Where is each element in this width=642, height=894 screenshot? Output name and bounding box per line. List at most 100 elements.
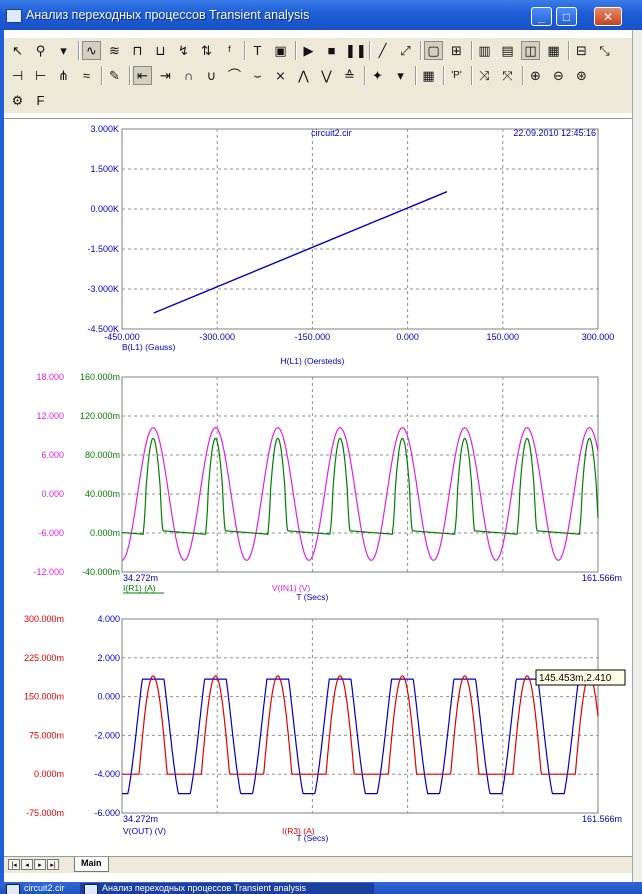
tab-main[interactable]: Main xyxy=(74,857,109,872)
settings-gear-icon[interactable]: ⚙ xyxy=(11,93,24,108)
window-frame-left xyxy=(0,30,4,882)
input-plot-y-outer-tick-label: 12.000 xyxy=(36,411,64,421)
bh-x-axis-label: H(L1) (Oersteds) xyxy=(281,356,345,366)
app-icon xyxy=(6,9,22,23)
tag-dropdown-icon[interactable]: ▾ xyxy=(397,68,404,83)
table-icon[interactable]: ▦ xyxy=(422,68,435,83)
scale-y-icon[interactable]: ⤧ xyxy=(502,68,513,83)
taskbar-item-circuit[interactable]: circuit2.cir xyxy=(2,883,94,894)
input-plot-y-inner-tick-label: 160.000m xyxy=(80,372,120,382)
dropdown-icon[interactable]: ▾ xyxy=(60,43,67,58)
input-plot-y-outer-tick-label: 0.000 xyxy=(41,489,64,499)
hgrid-icon[interactable]: ▤ xyxy=(501,43,514,58)
taskbar-item-label: Анализ переходных процессов Transient an… xyxy=(102,883,307,893)
input-plot-x-start-label: 34.272m xyxy=(123,573,158,583)
global-low-icon[interactable]: ⋁ xyxy=(321,68,332,83)
text-icon[interactable]: T xyxy=(253,43,262,58)
scale-x-icon[interactable]: ⤨ xyxy=(479,68,490,83)
tag-point-icon[interactable]: 'P' xyxy=(451,70,462,81)
properties-icon[interactable]: ▣ xyxy=(274,43,287,58)
close-button[interactable]: ✕ xyxy=(594,7,622,26)
output-plot-y-inner-tick-label: 2.000 xyxy=(97,653,120,663)
global-high-icon[interactable]: ⋀ xyxy=(298,68,309,83)
cursor-off-icon[interactable]: ≈ xyxy=(82,68,91,83)
output-plot-x-axis-label: T (Secs) xyxy=(296,833,328,843)
toolbar-separator xyxy=(295,41,297,60)
line-icon[interactable]: ╱ xyxy=(378,43,387,58)
track-left-icon[interactable]: ⇤ xyxy=(133,66,152,85)
low-icon[interactable]: ⌣ xyxy=(253,68,262,83)
zoom-out-icon[interactable]: ⊖ xyxy=(553,68,564,83)
waveform-icon[interactable]: ∿ xyxy=(82,41,101,60)
peak-icon[interactable]: ∩ xyxy=(183,68,194,83)
input-plot-y-outer-tick-label: 6.000 xyxy=(41,450,64,460)
inflection-icon[interactable]: ⨯ xyxy=(275,68,286,83)
bus-icon[interactable]: ⊔ xyxy=(155,43,166,58)
tab-first-button[interactable]: |◂ xyxy=(8,859,20,870)
toolbar-separator xyxy=(369,41,371,60)
pause-icon[interactable]: ❚❚ xyxy=(345,43,367,58)
toolbar-separator xyxy=(78,41,80,60)
minimize-button[interactable]: _ xyxy=(531,7,552,26)
probe-icon[interactable]: ↯ xyxy=(178,43,189,58)
output-plot-y-outer-tick-label: 225.000m xyxy=(24,653,64,663)
toolbar-separator xyxy=(415,66,417,85)
grid-icon[interactable]: ⊞ xyxy=(451,43,462,58)
plot-canvas[interactable]: 3.000K1.500K0.000K-1.500K-3.000K-4.500K-… xyxy=(4,119,632,857)
zoom-in-icon[interactable]: ⊕ xyxy=(530,68,541,83)
bh-x-tick-label: -450.000 xyxy=(104,332,140,342)
bh-x-tick-label: 0.000 xyxy=(396,332,419,342)
select-icon[interactable]: ↖ xyxy=(12,43,23,58)
zoom-fit-icon[interactable]: ⊛ xyxy=(576,68,587,83)
tab-last-button[interactable]: ▸| xyxy=(47,859,59,870)
edit-icon[interactable]: ✎ xyxy=(109,68,120,83)
timestamp-label: 22.09.2010 12:45:16 xyxy=(513,128,596,138)
input-plot-x-end-label: 161.566m xyxy=(582,573,622,583)
input-plot-trace-1 xyxy=(121,437,599,535)
taskbar-item-label: circuit2.cir xyxy=(24,883,65,893)
panel-icon[interactable]: ⊟ xyxy=(576,43,587,58)
valley-icon[interactable]: ∪ xyxy=(206,68,217,83)
toolbar-separator xyxy=(364,66,366,85)
tab-next-button[interactable]: ▸ xyxy=(34,859,46,870)
output-plot-y-outer-tick-label: 150.000m xyxy=(24,692,64,702)
input-plot-y-inner-tick-label: -40.000m xyxy=(82,567,120,577)
cursor-right-icon[interactable]: ⊢ xyxy=(34,68,47,83)
cascade-icon[interactable]: ▦ xyxy=(547,43,560,58)
scale-icon[interactable]: ⇅ xyxy=(201,43,212,58)
cursor-left-icon[interactable]: ⊣ xyxy=(11,68,24,83)
tile-icon[interactable]: ◫ xyxy=(521,41,540,60)
font-icon[interactable]: F xyxy=(36,93,45,108)
wire-icon[interactable]: ⊓ xyxy=(132,43,143,58)
output-plot-y-inner-tick-label: -4.000 xyxy=(94,769,120,779)
cursor-tool-icon[interactable]: ⤡ xyxy=(599,43,610,58)
run-icon[interactable]: ▶ xyxy=(303,43,314,58)
toolbar-separator xyxy=(471,66,473,85)
bh-y-tick-label: -4.500K xyxy=(87,324,119,334)
waveform-multi-icon[interactable]: ≋ xyxy=(109,43,120,58)
high-icon[interactable]: ⌒ xyxy=(227,68,241,83)
fft-icon[interactable]: ᶠ xyxy=(228,43,231,58)
tag-icon[interactable]: ✦ xyxy=(372,68,383,83)
maximize-button[interactable]: □ xyxy=(556,7,577,26)
component-icon[interactable]: ⚲ xyxy=(35,43,46,58)
window-icon xyxy=(6,884,20,894)
line-end-icon[interactable]: ⤢ xyxy=(400,43,411,58)
vgrid-icon[interactable]: ▥ xyxy=(478,43,491,58)
output-plot-trace-1 xyxy=(122,675,599,775)
vertical-scrollbar[interactable] xyxy=(632,30,642,882)
legend-vout: V(OUT) (V) xyxy=(123,826,166,836)
stop-icon[interactable]: ■ xyxy=(327,43,336,58)
cursor-readout-box xyxy=(535,669,626,686)
input-plot-y-outer-tick-label: -6.000 xyxy=(38,528,64,538)
cursor-jump-icon[interactable]: ⋔ xyxy=(58,68,69,83)
frame-icon[interactable]: ▢ xyxy=(424,41,443,60)
bh-x-tick-label: 150.000 xyxy=(487,332,520,342)
output-plot-y-outer-tick-label: 300.000m xyxy=(24,614,64,624)
track-right-icon[interactable]: ⇥ xyxy=(160,68,171,83)
taskbar-item-transient[interactable]: Анализ переходных процессов Transient an… xyxy=(80,883,374,894)
plot-area[interactable]: 3.000K 1.500K 0.000K -1.500K -3.000K -4.500K -… xyxy=(4,118,632,857)
slope-icon[interactable]: ≙ xyxy=(344,68,355,83)
bh-y-tick-label: 3.000K xyxy=(90,124,119,134)
tab-prev-button[interactable]: ◂ xyxy=(21,859,33,870)
